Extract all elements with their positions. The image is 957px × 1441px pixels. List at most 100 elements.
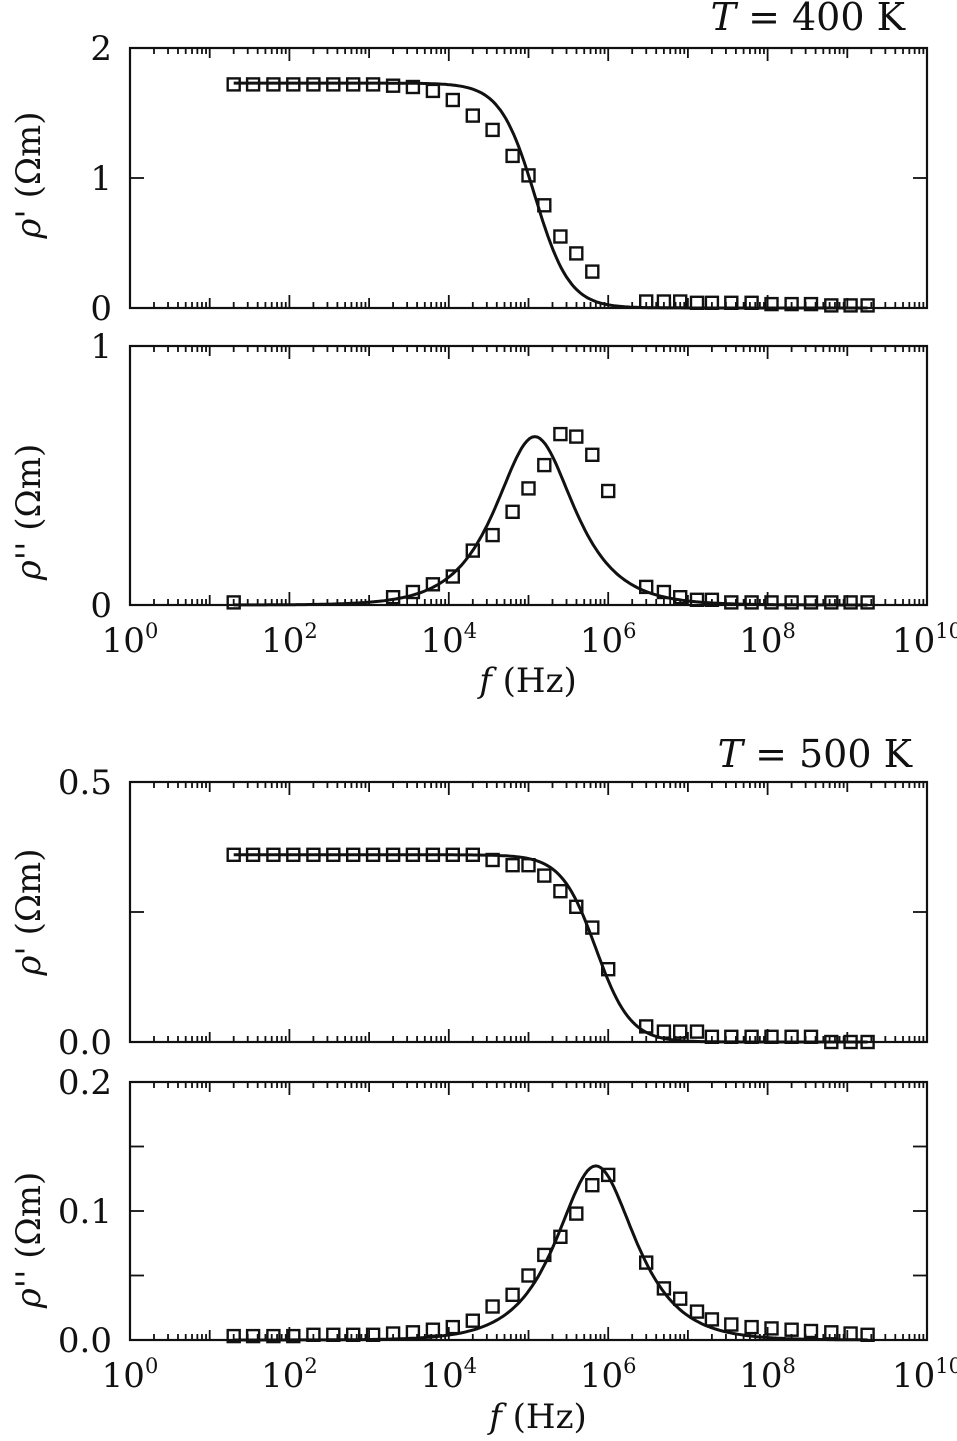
data-point [704,1029,720,1045]
data-point [445,92,460,108]
data-point [326,847,341,862]
data-point [843,1034,858,1050]
temperature-label-500K: T = 500 K [718,732,913,776]
data-point [689,1024,705,1039]
data-point [764,1321,779,1336]
data-point [385,590,401,605]
data-point [405,584,421,600]
data-point [639,579,654,595]
y-tick-label: 0.1 [58,1192,112,1232]
data-point [744,295,759,310]
data-point [704,1312,720,1327]
data-point [764,296,779,312]
data-point [266,77,281,92]
data-point [601,1167,616,1183]
data-point [803,1029,819,1045]
y-tick-label: 0.2 [58,1063,112,1103]
temperature-label-400K: T = 400 K [711,0,906,39]
data-point [553,884,568,899]
x-tick-label: 108 [739,1354,796,1396]
data-point [266,1328,281,1344]
data-point [505,504,520,519]
x-axis-label-bottom: f (Hz) [486,1397,587,1437]
data-point [585,1177,600,1193]
x-tick-label: 100 [102,619,159,661]
data-point [485,122,500,138]
data-point [346,77,361,92]
data-point [744,1029,759,1045]
data-point [824,595,839,610]
data-point [553,1229,568,1245]
data-point [724,1317,739,1332]
data-point [365,847,381,862]
data-point [744,1319,759,1335]
data-point [425,1322,441,1337]
y-tick-label: 0.0 [58,1023,112,1063]
data-point [803,296,819,312]
x-tick-label: 100 [102,1354,159,1396]
data-point [656,1024,672,1039]
data-point [689,1304,705,1319]
data-point [744,595,759,610]
data-point [860,1327,875,1343]
data-point [639,294,654,309]
y-tick-label: 0 [90,289,112,329]
data-point [639,1019,654,1034]
data-point [365,77,381,92]
data-point [784,1029,799,1045]
data-point [521,1268,536,1283]
data-point [485,527,500,543]
data-point [673,294,688,309]
data-point [485,1299,500,1314]
data-point [226,1328,241,1344]
data-point [505,148,520,164]
y-axis-label-imag-400K: ρ'' (Ωm) [9,444,49,581]
data-point [346,1327,361,1343]
data-point [673,1024,688,1039]
data-point [843,298,858,313]
data-point [286,77,301,92]
data-point [286,847,301,862]
panel-imag-500K: 0.0 0.1 0.2 100 102 104 106 108 1010 [58,1063,957,1396]
x-tick-label: 104 [420,619,477,661]
y-axis-label-imag-500K: ρ'' (Ωm) [9,1172,49,1309]
data-point [306,77,321,92]
data-point [553,229,568,244]
data-point [505,858,520,873]
data-point [521,168,536,183]
data-point [266,847,281,862]
data-point [569,246,584,261]
fit-curve [233,853,868,1044]
data-point [405,1325,421,1340]
x-tick-label: 106 [580,619,637,661]
data-point [465,847,480,862]
data-point [569,1206,584,1221]
y-axis-label-real-400K: ρ' (Ωm) [9,111,49,239]
data-point [385,78,401,93]
data-point [537,868,552,883]
data-point [346,847,361,862]
data-point [425,83,441,99]
data-point [724,595,739,610]
data-point [521,858,536,873]
data-point [803,595,819,610]
data-point [704,592,720,607]
data-point [585,264,600,279]
y-tick-label: 2 [90,29,112,69]
x-tick-label: 102 [261,619,318,661]
data-point [784,1322,799,1337]
fit-curve [233,435,868,607]
data-point [445,847,460,862]
data-point [843,595,858,610]
data-point [689,592,705,607]
data-point [405,847,421,862]
data-point [656,1281,672,1296]
data-point [569,899,584,914]
data-point [860,1034,875,1050]
data-point [425,577,441,592]
data-point [639,1255,654,1270]
data-point [764,595,779,610]
y-tick-label: 0.0 [58,1321,112,1361]
data-point [521,481,536,496]
